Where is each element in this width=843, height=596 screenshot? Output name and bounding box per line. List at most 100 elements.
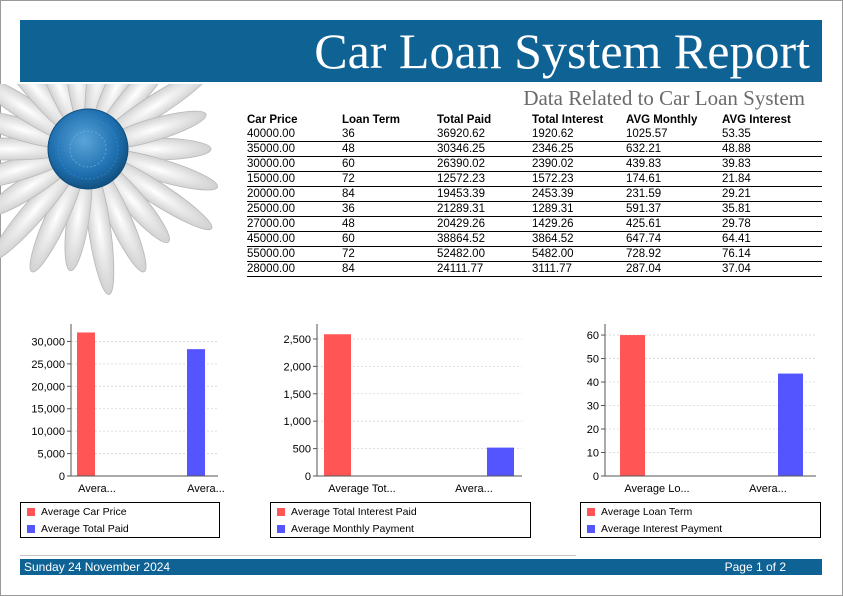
y-tick-label: 30,000 <box>31 336 65 348</box>
legend-swatch <box>27 508 35 516</box>
table-cell: 72 <box>342 246 437 262</box>
table-row: 15000.00 72 12572.23 1572.23 174.61 21.84 <box>247 171 822 187</box>
table-cell: 38864.52 <box>437 231 532 247</box>
bar-series-b <box>187 349 205 476</box>
table-cell: 728.92 <box>626 246 722 262</box>
x-tick-label: Avera... <box>455 483 493 495</box>
table-cell: 60 <box>342 156 437 172</box>
x-tick-label: Average Lo... <box>624 483 689 495</box>
table-row: 45000.00 60 38864.52 3864.52 647.74 64.41 <box>247 231 822 247</box>
bar-series-b <box>778 373 803 476</box>
col-avg-interest: AVG Interest <box>722 114 791 126</box>
legend-item: Average Loan Term <box>587 505 692 519</box>
table-cell: 36 <box>342 127 437 142</box>
table-row: 28000.00 84 24111.77 3111.77 287.04 37.04 <box>247 261 822 277</box>
table-cell: 26390.02 <box>437 156 532 172</box>
table-cell: 1920.62 <box>532 127 626 142</box>
table-cell: 1025.57 <box>626 127 722 142</box>
table-cell: 231.59 <box>626 186 722 202</box>
legend-swatch <box>277 525 285 533</box>
table-cell: 30000.00 <box>247 156 342 172</box>
legend-label: Average Total Paid <box>41 523 129 535</box>
table-row: 20000.00 84 19453.39 2453.39 231.59 29.21 <box>247 186 822 202</box>
y-tick-label: 10 <box>587 448 599 460</box>
chart-car-price-vs-total-paid: 0 5,000 10,000 15,000 20,000 25,000 30,000 Aver… <box>31 324 225 495</box>
y-tick-label: 20,000 <box>31 381 65 393</box>
table-cell: 647.74 <box>626 231 722 247</box>
x-tick-label: Avera... <box>187 483 225 495</box>
y-tick-label: 40 <box>587 377 599 389</box>
col-car-price: Car Price <box>247 114 298 126</box>
col-total-interest: Total Interest <box>532 114 604 126</box>
table-row: 40000.00 36 36920.62 1920.62 1025.57 53.35 <box>247 127 822 142</box>
x-tick-label: Average Tot... <box>328 483 395 495</box>
table-cell: 25000.00 <box>247 201 342 217</box>
table-cell: 15000.00 <box>247 171 342 187</box>
legend-item: Average Total Interest Paid <box>277 505 417 519</box>
table-cell: 30346.25 <box>437 141 532 157</box>
table-cell: 1572.23 <box>532 171 626 187</box>
footer-divider <box>20 555 576 556</box>
y-tick-label: 30 <box>587 401 599 413</box>
legend-swatch <box>587 508 595 516</box>
table-cell: 1289.31 <box>532 201 626 217</box>
loan-data-table: Car Price Loan Term Total Paid Total Int… <box>247 114 822 277</box>
y-tick-label: 500 <box>293 444 311 456</box>
table-cell: 64.41 <box>722 231 822 247</box>
table-cell: 39.83 <box>722 156 822 172</box>
legend-item: Average Total Paid <box>27 522 129 536</box>
y-tick-label: 5,000 <box>37 449 65 461</box>
table-cell: 55000.00 <box>247 246 342 262</box>
y-tick-label: 10,000 <box>31 426 65 438</box>
table-row: 55000.00 72 52482.00 5482.00 728.92 76.14 <box>247 246 822 262</box>
y-tick-label: 20 <box>587 424 599 436</box>
table-cell: 20000.00 <box>247 186 342 202</box>
table-cell: 3864.52 <box>532 231 626 247</box>
bar-series-b <box>487 447 514 476</box>
table-cell: 72 <box>342 171 437 187</box>
table-row: 25000.00 36 21289.31 1289.31 591.37 35.81 <box>247 201 822 217</box>
table-cell: 27000.00 <box>247 216 342 232</box>
legend-chart-2: Average Total Interest Paid Average Mont… <box>270 502 531 538</box>
table-cell: 19453.39 <box>437 186 532 202</box>
col-loan-term: Loan Term <box>342 114 400 126</box>
y-tick-label: 0 <box>59 471 65 483</box>
daisy-flower-image <box>0 84 219 295</box>
legend-label: Average Loan Term <box>601 506 693 518</box>
legend-label: Average Total Interest Paid <box>291 506 417 518</box>
y-tick-label: 50 <box>587 354 599 366</box>
table-cell: 439.83 <box>626 156 722 172</box>
report-title: Car Loan System Report <box>314 23 810 79</box>
table-cell: 2390.02 <box>532 156 626 172</box>
table-cell: 12572.23 <box>437 171 532 187</box>
legend-item: Average Monthly Payment <box>277 522 414 536</box>
y-tick-label: 2,500 <box>283 334 311 346</box>
bar-series-a <box>620 335 645 476</box>
table-row: 27000.00 48 20429.26 1429.26 425.61 29.78 <box>247 216 822 232</box>
bar-series-a <box>77 332 95 476</box>
table-cell: 1429.26 <box>532 216 626 232</box>
table-cell: 21.84 <box>722 171 822 187</box>
table-cell: 174.61 <box>626 171 722 187</box>
table-cell: 36 <box>342 201 437 217</box>
table-cell: 28000.00 <box>247 261 342 277</box>
table-cell: 36920.62 <box>437 127 532 142</box>
title-bar: Car Loan System Report <box>20 20 822 82</box>
legend-item: Average Interest Payment <box>587 522 722 536</box>
y-tick-label: 0 <box>305 471 311 483</box>
col-avg-monthly: AVG Monthly <box>626 114 698 126</box>
table-cell: 425.61 <box>626 216 722 232</box>
table-cell: 40000.00 <box>247 127 342 142</box>
table-cell: 29.78 <box>722 216 822 232</box>
y-tick-label: 1,500 <box>283 389 311 401</box>
table-cell: 60 <box>342 231 437 247</box>
flower-center <box>47 108 129 190</box>
x-tick-label: Avera... <box>749 483 787 495</box>
table-cell: 84 <box>342 261 437 277</box>
table-cell: 591.37 <box>626 201 722 217</box>
table-body: 40000.00 36 36920.62 1920.62 1025.57 53.35 350… <box>247 127 822 277</box>
y-tick-label: 15,000 <box>31 404 65 416</box>
table-cell: 52482.00 <box>437 246 532 262</box>
table-cell: 2453.39 <box>532 186 626 202</box>
table-cell: 76.14 <box>722 246 822 262</box>
